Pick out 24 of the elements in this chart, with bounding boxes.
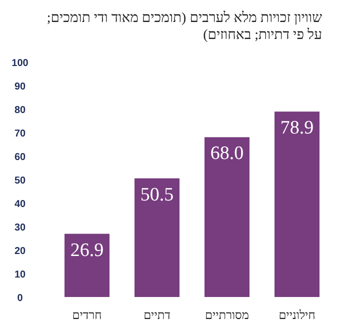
y-tick-label: 40 [14,199,26,210]
y-tick-label: 0 [17,293,24,304]
data-label: 50.5 [140,184,174,206]
y-tick-label: 100 [12,58,29,69]
data-label: 26.9 [70,240,104,261]
bar [274,112,320,297]
bar [204,137,250,297]
bar [134,178,180,297]
y-tick-label: 20 [14,246,26,257]
y-tick-label: 70 [14,128,26,140]
x-tick-label: חרדים [72,308,102,322]
data-label: 78.9 [280,118,314,139]
bar [64,234,110,297]
y-tick-label: 90 [14,82,26,92]
x-tick-label: חילוניים [278,308,316,322]
data-label: 68.0 [210,143,244,164]
chart-title: שוויון זכויות מלא לערבים (תומכים מאוד ודי תומכים; על פי דתיות; באחוזים) [46,10,322,44]
y-tick-label: 80 [14,105,26,116]
y-tick-label: 10 [14,270,26,280]
x-tick-label: מסורתיים [204,308,250,322]
y-tick-label: 60 [14,152,26,163]
y-tick-label: 30 [14,222,26,234]
x-tick-label: דתיים [144,308,171,322]
y-tick-label: 50 [14,176,26,186]
